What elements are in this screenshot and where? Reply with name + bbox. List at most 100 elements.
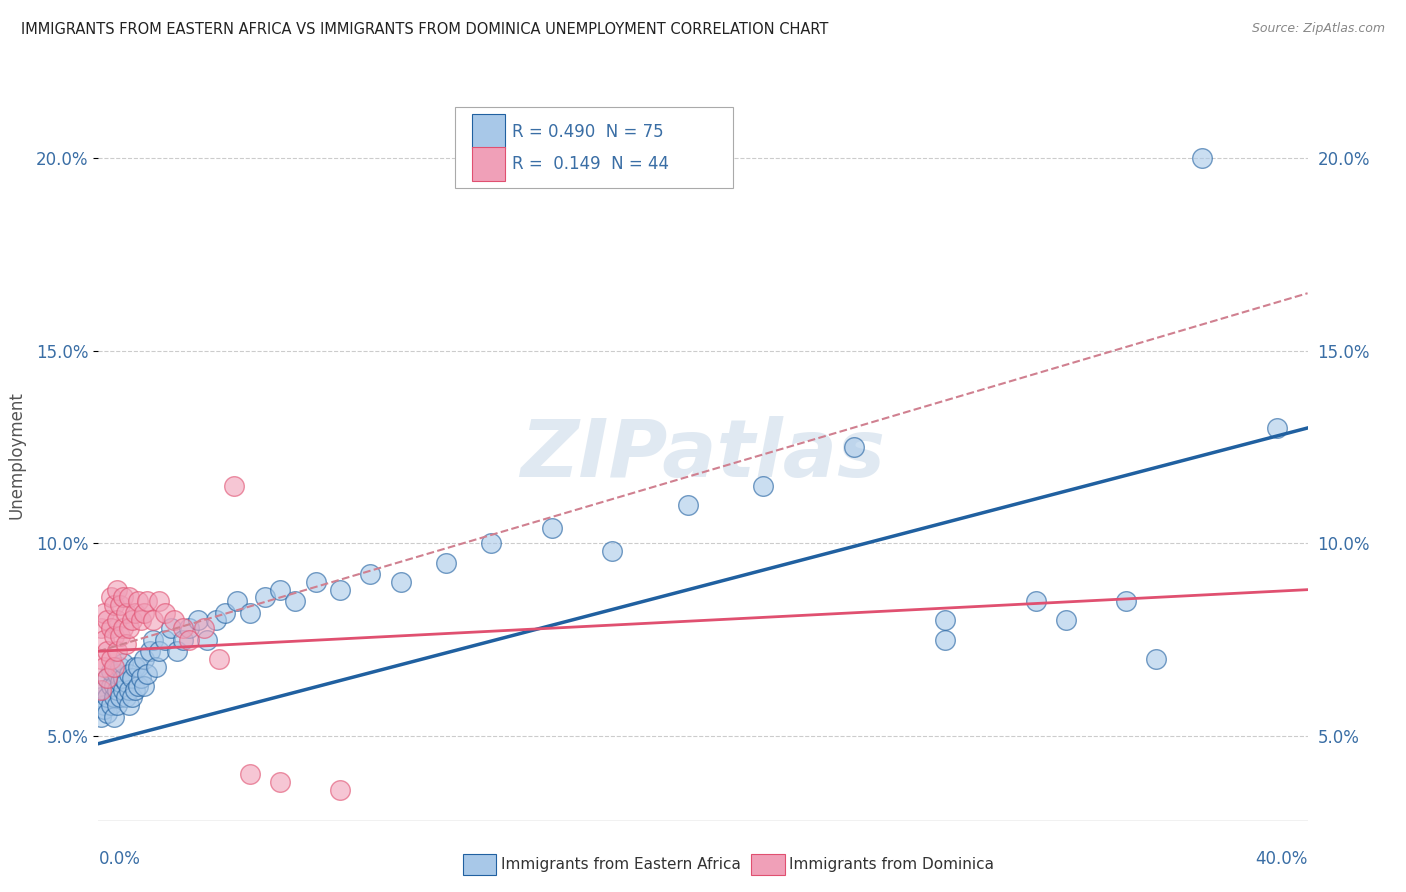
FancyBboxPatch shape <box>472 146 505 181</box>
Point <box>172 632 194 647</box>
Point <box>96 614 118 628</box>
Point <box>239 767 262 781</box>
Point <box>103 690 125 705</box>
FancyBboxPatch shape <box>472 114 505 149</box>
Point <box>108 690 131 705</box>
Point <box>118 682 141 697</box>
Point <box>90 652 112 666</box>
Point <box>103 679 125 693</box>
Point <box>114 675 136 690</box>
Point <box>96 671 118 685</box>
Point <box>1115 594 1137 608</box>
Point <box>142 632 165 647</box>
Point <box>96 671 118 685</box>
Point <box>214 606 236 620</box>
Point <box>145 659 167 673</box>
Point <box>96 644 118 658</box>
Point <box>305 574 328 589</box>
Point <box>1191 152 1213 166</box>
Point <box>226 594 249 608</box>
Point <box>179 621 201 635</box>
Point <box>100 664 122 678</box>
Point <box>96 690 118 705</box>
Point <box>114 606 136 620</box>
Point <box>1144 652 1167 666</box>
Point <box>139 644 162 658</box>
Point <box>118 667 141 681</box>
Point <box>284 594 307 608</box>
Point <box>129 671 152 685</box>
Text: Immigrants from Eastern Africa: Immigrants from Eastern Africa <box>501 857 741 871</box>
Point <box>163 614 186 628</box>
Point <box>329 582 352 597</box>
Point <box>105 644 128 658</box>
Point <box>132 606 155 620</box>
Point <box>127 594 149 608</box>
Point <box>114 636 136 650</box>
Point <box>111 682 134 697</box>
Point <box>118 591 141 605</box>
Point <box>269 775 291 789</box>
Point <box>105 614 128 628</box>
Point <box>602 544 624 558</box>
Point <box>269 582 291 597</box>
Point <box>90 709 112 723</box>
Text: Source: ZipAtlas.com: Source: ZipAtlas.com <box>1251 22 1385 36</box>
Point <box>100 698 122 713</box>
Point <box>108 629 131 643</box>
Point <box>187 614 209 628</box>
Y-axis label: Unemployment: Unemployment <box>7 391 25 519</box>
Point <box>205 614 228 628</box>
Point <box>224 479 246 493</box>
Point <box>93 659 115 673</box>
Point <box>118 621 141 635</box>
Point <box>100 652 122 666</box>
Point <box>124 659 146 673</box>
Point <box>90 682 112 697</box>
Point <box>1024 594 1046 608</box>
Point <box>105 582 128 597</box>
Point <box>90 621 112 635</box>
Point <box>195 632 218 647</box>
Point <box>93 682 115 697</box>
Point <box>153 632 176 647</box>
Point <box>434 556 457 570</box>
Point <box>100 679 122 693</box>
Point <box>118 698 141 713</box>
Point <box>481 536 503 550</box>
Point <box>121 690 143 705</box>
Point <box>208 652 231 666</box>
Point <box>103 598 125 612</box>
Text: R =  0.149  N = 44: R = 0.149 N = 44 <box>512 155 669 173</box>
Point <box>239 606 262 620</box>
Text: 0.0%: 0.0% <box>98 850 141 868</box>
Point <box>148 594 170 608</box>
Point <box>934 632 956 647</box>
Point <box>148 644 170 658</box>
Point <box>135 667 157 681</box>
Point <box>111 621 134 635</box>
Point <box>329 782 352 797</box>
Point <box>142 614 165 628</box>
Point <box>253 591 276 605</box>
Text: Immigrants from Dominica: Immigrants from Dominica <box>789 857 994 871</box>
Point <box>132 652 155 666</box>
Point <box>121 671 143 685</box>
Point <box>96 706 118 720</box>
Point <box>111 591 134 605</box>
Point <box>153 606 176 620</box>
Point <box>1267 421 1289 435</box>
Text: ZIPatlas: ZIPatlas <box>520 416 886 494</box>
Point <box>360 567 382 582</box>
Point <box>90 690 112 705</box>
Point <box>129 614 152 628</box>
Point <box>100 591 122 605</box>
Point <box>105 682 128 697</box>
Point <box>934 614 956 628</box>
Point <box>752 479 775 493</box>
Point <box>111 656 134 670</box>
Text: R = 0.490  N = 75: R = 0.490 N = 75 <box>512 122 664 141</box>
Point <box>540 521 562 535</box>
Point <box>93 632 115 647</box>
Point <box>100 621 122 635</box>
